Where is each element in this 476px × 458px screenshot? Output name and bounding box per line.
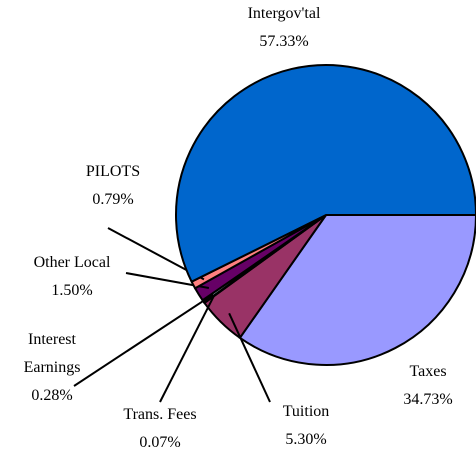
slice-label: Interest Earnings 0.28% [12,326,92,410]
slice-value: 0.79% [92,191,134,208]
leader-line [228,312,271,403]
slice-label: Trans. Fees 0.07% [110,401,210,457]
slice-value: 0.07% [139,434,181,451]
slice-value: 57.33% [259,33,309,50]
slice-name: Trans. Fees [123,406,197,423]
slice-name: Interest Earnings [23,331,81,376]
slice-value: 0.28% [31,387,73,404]
slice-value: 5.30% [285,431,327,448]
slice-name: PILOTS [85,163,141,180]
leader-line [73,293,214,387]
slice-name: Other Local [33,254,111,271]
slice-label: PILOTS 0.79% [73,158,153,214]
slice-value: 1.50% [51,282,93,299]
slice-name: Taxes [409,363,447,380]
slice-name: Intergov'tal [247,5,321,22]
slice-label: Tuition 5.30% [266,398,346,454]
pie-slice [238,214,476,366]
pie-slice [175,64,476,284]
slice-label: Taxes 34.73% [383,358,473,414]
slice-label: Other Local 1.50% [17,249,127,305]
leader-line [159,295,215,403]
slice-value: 34.73% [403,391,453,408]
slice-name: Tuition [282,403,330,420]
slice-label: Intergov'tal 57.33% [229,0,339,56]
